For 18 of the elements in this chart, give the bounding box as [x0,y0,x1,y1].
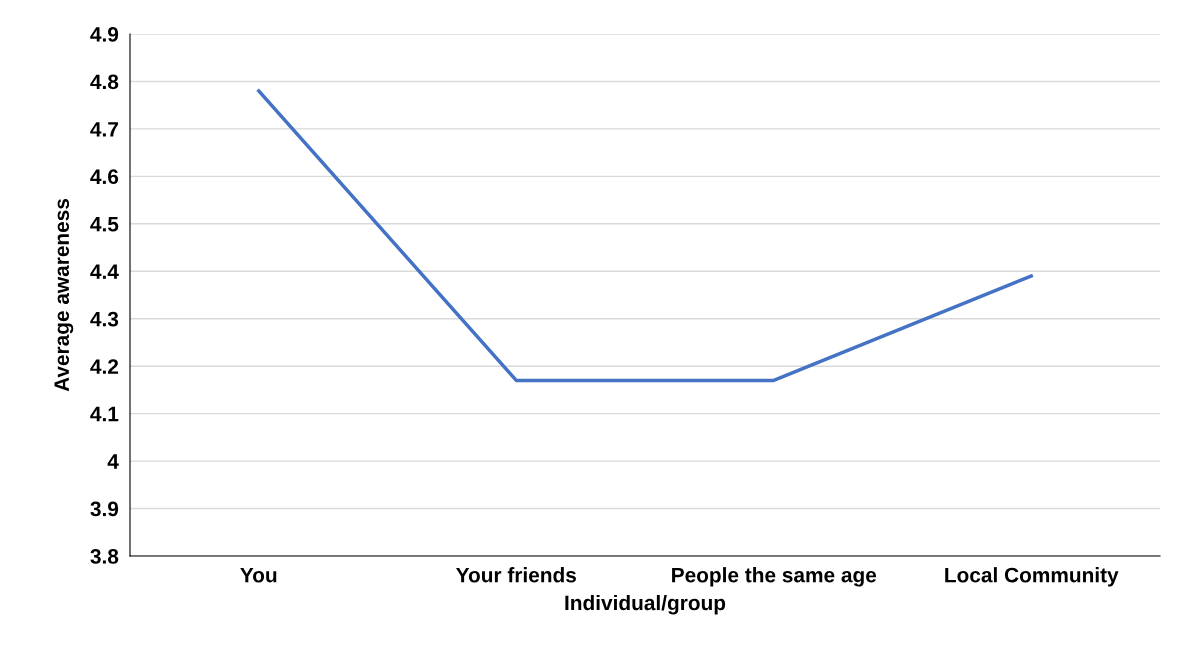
x-tick-label: Local Community [945,567,1119,587]
y-tick-label: 3.9 [90,501,119,517]
y-tick-label: 4.4 [90,264,119,279]
x-tick-label: Your friends [456,567,576,583]
y-tick-label: 4.3 [90,311,119,327]
x-tick-label: You [240,567,277,583]
y-tick-label: 3.8 [90,549,119,564]
y-tick-label: 4.7 [90,122,118,137]
y-tick-label: 4.8 [90,74,119,90]
y-tick-label: 4.1 [90,406,119,422]
x-tick-label: People the same age [672,567,877,587]
y-tick-label: 4.5 [90,217,119,232]
y-tick-label: 4.2 [90,359,119,374]
x-axis-title: Individual/group [565,594,726,615]
y-tick-label: 4.6 [90,169,119,185]
y-axis-title: Average awareness [54,198,74,392]
y-tick-label: 4.9 [90,27,119,42]
y-tick-label: 4 [107,454,119,469]
